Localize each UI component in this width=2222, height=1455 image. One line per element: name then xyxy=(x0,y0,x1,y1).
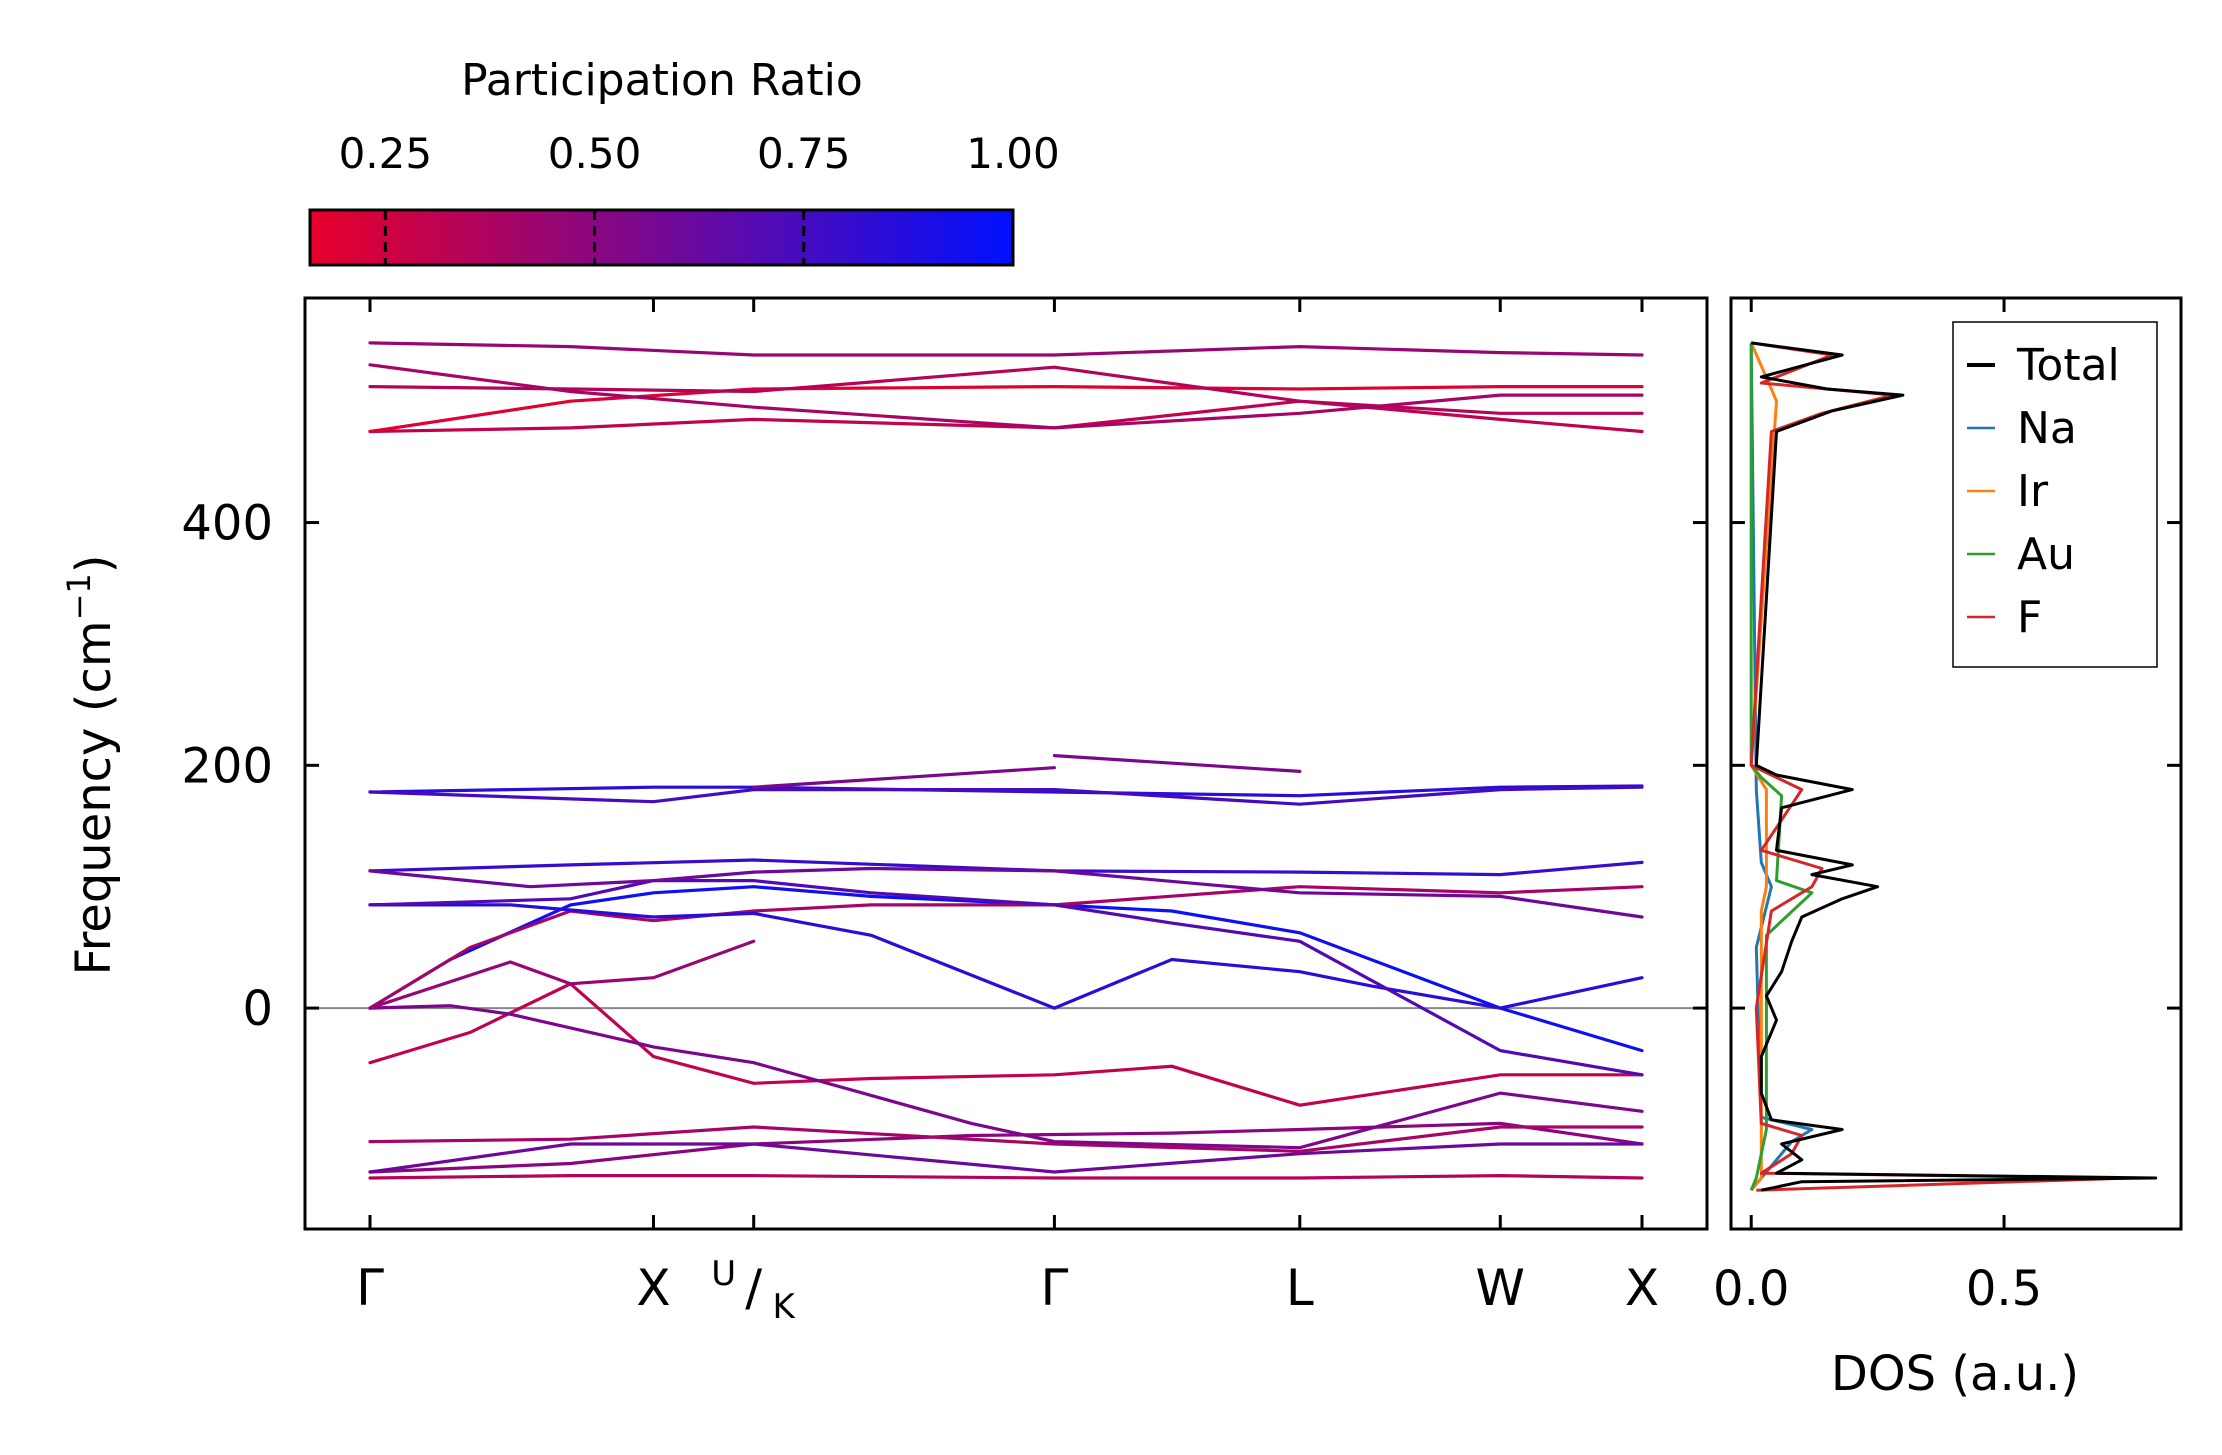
phonon-band xyxy=(368,885,1644,1010)
band-panel-frame xyxy=(303,296,1709,1231)
phonon-band xyxy=(368,1121,1644,1174)
phonon-band xyxy=(368,341,1644,357)
phonon-band xyxy=(368,981,1644,1107)
k-point-label: K xyxy=(773,1287,797,1327)
phonon-band xyxy=(368,903,1644,1010)
phonon-band xyxy=(368,1142,1644,1174)
k-point-label: U xyxy=(711,1254,736,1294)
phonon-band xyxy=(1052,754,1302,773)
legend-label-f: F xyxy=(2017,592,2042,643)
k-point-label: X xyxy=(1625,1259,1659,1317)
k-point-label: W xyxy=(1476,1259,1525,1317)
legend-box xyxy=(1952,321,2158,668)
colorbar-tick-label: 0.25 xyxy=(339,129,433,178)
dos-x-tick-label: 0.5 xyxy=(1966,1261,2042,1317)
k-point-label: X xyxy=(636,1259,670,1317)
phonon-band xyxy=(368,1004,1644,1150)
colorbar-tick-label: 1.00 xyxy=(966,129,1060,178)
phonon-band xyxy=(368,858,1644,877)
dos-panel: 0.0 0.5 DOS (a.u.) Total Na Ir Au F xyxy=(1713,296,2183,1402)
y-tick-label: 400 xyxy=(181,496,273,552)
phonon-band xyxy=(368,866,1644,919)
colorbar-tick-label: 0.50 xyxy=(548,129,642,178)
phonon-band xyxy=(752,766,1056,789)
y-axis-label: Frequency (cm−1) xyxy=(60,554,122,975)
colorbar: Participation Ratio 0.25 0.50 0.75 1.00 xyxy=(308,55,1060,267)
phonon-band xyxy=(368,1173,1644,1180)
legend-label-ir: Ir xyxy=(2017,466,2049,517)
colorbar-label: Participation Ratio xyxy=(461,55,863,106)
phonon-band xyxy=(368,1125,1644,1153)
dos-x-tick-label: 0.0 xyxy=(1713,1261,1789,1317)
phonon-band xyxy=(368,384,1644,434)
k-point-label: Γ xyxy=(356,1259,384,1317)
phonon-band xyxy=(368,399,1644,434)
dos-curve-au xyxy=(1749,342,1814,1191)
phonon-band xyxy=(368,363,1644,430)
k-point-label: Γ xyxy=(1040,1259,1068,1317)
k-point-label: L xyxy=(1286,1259,1314,1317)
phonon-band xyxy=(368,785,1644,806)
phonon-band xyxy=(368,784,1644,798)
phonon-band xyxy=(368,939,756,1010)
legend-label-au: Au xyxy=(2017,529,2075,580)
phonon-band xyxy=(368,885,1644,1053)
dos-panel-frame xyxy=(1729,296,2183,1231)
colorbar-gradient xyxy=(308,208,1015,267)
phonon-band xyxy=(368,365,1644,415)
dos-curve-total xyxy=(1751,341,2158,1192)
k-point-label: / xyxy=(745,1259,762,1317)
band-structure-panel: Frequency (cm−1) 400 200 0 Γ X U / K Γ L W X xyxy=(60,296,1709,1327)
legend-label-total: Total xyxy=(2016,340,2120,391)
colorbar-tick-label: 0.75 xyxy=(757,129,851,178)
legend-label-na: Na xyxy=(2017,403,2077,454)
y-tick-label: 200 xyxy=(181,738,273,794)
phonon-band xyxy=(368,879,1644,1077)
legend: Total Na Ir Au F xyxy=(1952,321,2158,668)
x-axis-label: DOS (a.u.) xyxy=(1831,1346,2079,1402)
y-tick-label: 0 xyxy=(242,981,273,1037)
